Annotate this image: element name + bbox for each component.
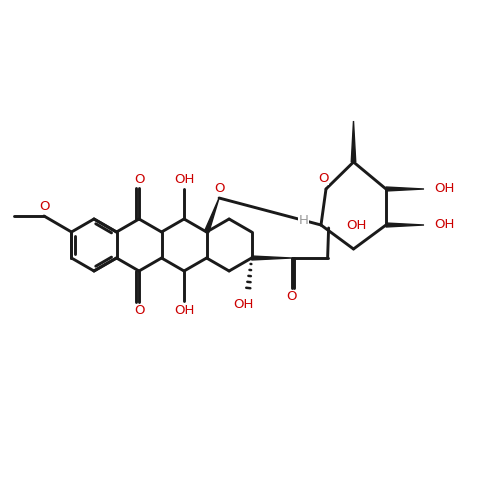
Polygon shape	[351, 121, 356, 162]
Text: OH: OH	[174, 304, 195, 318]
Text: O: O	[134, 172, 144, 186]
Text: OH: OH	[346, 219, 366, 232]
Text: OH: OH	[234, 298, 254, 310]
Text: OH: OH	[434, 218, 454, 232]
Text: O: O	[286, 290, 297, 304]
Polygon shape	[386, 223, 424, 227]
Polygon shape	[204, 198, 219, 233]
Text: O: O	[214, 182, 225, 194]
Text: OH: OH	[174, 172, 195, 186]
Text: O: O	[318, 172, 329, 184]
Text: O: O	[39, 200, 50, 212]
Polygon shape	[252, 256, 292, 260]
Text: O: O	[134, 304, 144, 318]
Text: OH: OH	[434, 182, 454, 196]
Polygon shape	[386, 187, 424, 191]
Text: H: H	[298, 214, 308, 228]
